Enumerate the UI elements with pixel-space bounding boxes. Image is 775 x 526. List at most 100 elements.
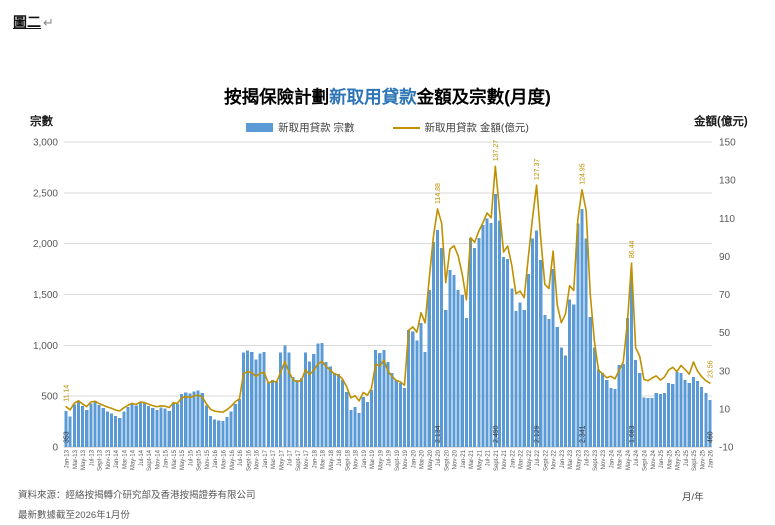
bar bbox=[279, 352, 283, 447]
source-line: 資料來源：經絡按揭轉介研究部及香港按揭證券有限公司 bbox=[18, 490, 256, 501]
bar bbox=[114, 415, 118, 447]
x-axis-tick-label: Jul-25 bbox=[684, 449, 690, 466]
bar bbox=[407, 330, 411, 447]
bar bbox=[411, 331, 415, 447]
bar bbox=[217, 420, 221, 447]
bar bbox=[105, 411, 109, 447]
x-axis-tick-label: May-21 bbox=[477, 449, 483, 470]
x-axis-tick-label: Nov-14 bbox=[155, 449, 161, 469]
x-axis-tick-label: Mar-19 bbox=[370, 449, 376, 469]
left-axis-tick-label: 500 bbox=[41, 392, 58, 403]
bar bbox=[229, 411, 233, 447]
x-axis-tick-label: Nov-22 bbox=[552, 449, 558, 469]
bar bbox=[122, 411, 126, 447]
left-axis-tick-label: 3,000 bbox=[33, 138, 58, 149]
bar bbox=[134, 405, 138, 447]
bar bbox=[188, 393, 192, 447]
bar bbox=[196, 390, 200, 447]
figure-label-text: 圖二 bbox=[13, 14, 41, 30]
bar bbox=[551, 269, 555, 447]
x-axis-tick-label: May-22 bbox=[527, 449, 533, 470]
bar bbox=[200, 393, 204, 447]
bar bbox=[497, 220, 501, 447]
bar bbox=[629, 275, 634, 447]
x-axis-tick-label: Jul-17 bbox=[288, 449, 294, 466]
bar bbox=[349, 409, 353, 447]
bar bbox=[192, 391, 196, 447]
bar bbox=[361, 397, 365, 447]
bar bbox=[634, 360, 638, 447]
right-axis-tick-label: 130 bbox=[719, 176, 736, 187]
bar bbox=[642, 397, 646, 447]
bar bbox=[572, 304, 576, 447]
bar bbox=[97, 404, 101, 447]
chart-title-highlight: 新取用貸款 bbox=[329, 87, 417, 107]
x-axis-tick-label: Nov-24 bbox=[651, 449, 657, 469]
x-axis-tick-label: May-18 bbox=[329, 449, 335, 470]
bar bbox=[254, 359, 258, 447]
x-axis-tick-label: May-13 bbox=[81, 449, 87, 470]
bar bbox=[76, 400, 80, 447]
bar bbox=[299, 378, 303, 447]
bar bbox=[423, 351, 427, 447]
bar bbox=[295, 379, 299, 447]
bar bbox=[130, 403, 134, 447]
x-axis-tick-label: Mar-21 bbox=[469, 449, 475, 469]
bar bbox=[700, 387, 704, 447]
bar bbox=[440, 248, 444, 447]
bar bbox=[270, 379, 274, 447]
x-axis-tick-label: Sept-21 bbox=[494, 449, 500, 471]
bar bbox=[394, 379, 398, 447]
x-axis-tick-label: Nov-19 bbox=[403, 449, 409, 469]
x-axis-tick-label: Jan-23 bbox=[560, 449, 566, 468]
line-value-label: 137.27 bbox=[493, 140, 500, 162]
bar-value-label: 460 bbox=[708, 431, 715, 443]
bar bbox=[402, 388, 407, 447]
line-value-label: 124.95 bbox=[580, 163, 587, 185]
bar bbox=[493, 193, 497, 447]
bar bbox=[444, 309, 448, 447]
bar bbox=[142, 402, 147, 447]
x-axis-tick-label: Jul-18 bbox=[337, 449, 343, 466]
bar bbox=[365, 401, 369, 447]
bar bbox=[246, 350, 250, 447]
x-axis-tick-label: Nov-18 bbox=[354, 449, 360, 469]
x-axis-tick-label: Sept-24 bbox=[642, 449, 648, 471]
bar bbox=[456, 289, 460, 447]
x-axis-tick-label: Jul-15 bbox=[188, 449, 194, 466]
bar bbox=[539, 259, 543, 447]
bar bbox=[535, 230, 539, 447]
right-axis-tick-label: 50 bbox=[719, 328, 731, 339]
x-axis-tick-label: Mar-16 bbox=[222, 449, 228, 469]
bar bbox=[588, 316, 592, 447]
x-axis-tick-label: Nov-17 bbox=[304, 449, 310, 469]
chart-title-suffix: 金額及宗數(月度) bbox=[416, 87, 551, 107]
bar bbox=[658, 394, 662, 447]
bar bbox=[460, 295, 464, 447]
bar bbox=[563, 355, 568, 447]
bar bbox=[506, 258, 510, 447]
bar bbox=[646, 398, 650, 447]
x-axis-tick-label: Sept-16 bbox=[246, 449, 252, 471]
x-axis-tick-label: Mar-20 bbox=[420, 449, 426, 469]
bar bbox=[167, 410, 171, 447]
bar bbox=[510, 288, 514, 447]
bar bbox=[464, 317, 468, 447]
legend-amount-label: 新取用貸款 金額(億元) bbox=[424, 122, 529, 134]
bar bbox=[151, 407, 155, 447]
x-axis-tick-label: Jul-16 bbox=[238, 449, 244, 466]
bar bbox=[204, 405, 208, 447]
bar bbox=[568, 299, 572, 447]
bar-value-label: 2,134 bbox=[435, 425, 442, 443]
bar bbox=[126, 406, 130, 447]
x-axis-tick-label: Jan-19 bbox=[362, 449, 368, 468]
bar bbox=[502, 256, 506, 447]
bar bbox=[180, 394, 184, 447]
bar-value-label: 353 bbox=[64, 431, 71, 443]
right-axis-title: 金額(億元) bbox=[694, 116, 748, 128]
x-axis-tick-label: Jan-16 bbox=[213, 449, 219, 468]
x-axis-tick-label: Nov-21 bbox=[502, 449, 508, 469]
bar bbox=[431, 242, 435, 447]
bar bbox=[419, 322, 423, 447]
bar bbox=[336, 373, 341, 447]
